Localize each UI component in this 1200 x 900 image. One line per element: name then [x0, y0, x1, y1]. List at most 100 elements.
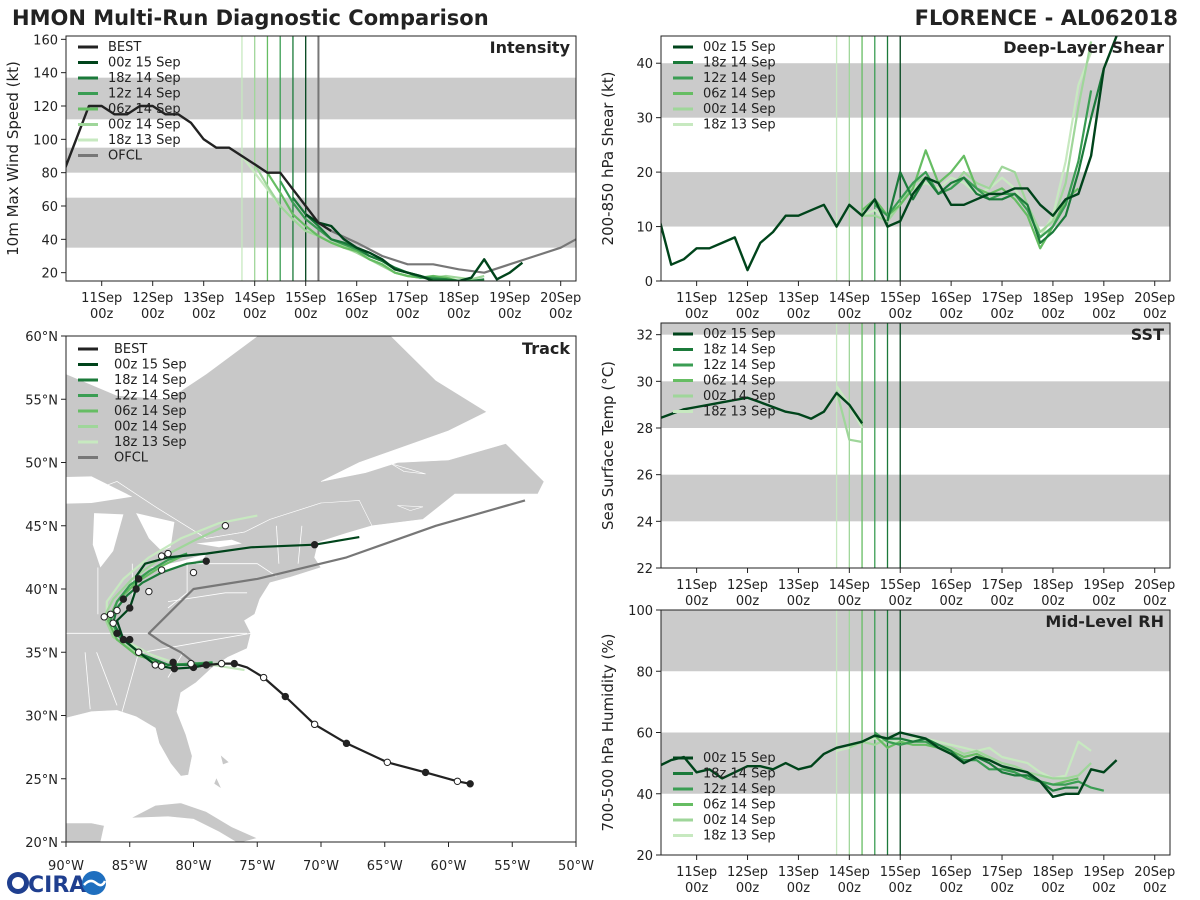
- track-marker: [126, 604, 134, 612]
- track-marker: [157, 566, 166, 574]
- logo-text: CIRA: [28, 873, 86, 898]
- intensity-series-group: [66, 104, 576, 281]
- intensity-xtick-label: 19Sep: [489, 291, 530, 306]
- shear-series-line: [861, 149, 1080, 250]
- track-ytick-label: 30°N: [25, 710, 58, 725]
- sst-ytick-label: 26: [636, 469, 653, 484]
- shear-xtick-label: 14Sep: [829, 291, 870, 306]
- track-marker: [132, 585, 140, 593]
- track-ytick-label: 55°N: [25, 393, 58, 408]
- intensity-xtick-sublabel: 00z: [243, 307, 267, 322]
- sst-legend-label: 12z 14 Sep: [703, 358, 776, 373]
- intensity-legend-label: 00z 14 Sep: [108, 118, 181, 133]
- shear-legend-label: 12z 14 Sep: [703, 71, 776, 86]
- track-marker: [126, 635, 134, 644]
- intensity-ytick-label: 20: [41, 267, 58, 282]
- intensity-series-line: [317, 221, 576, 274]
- track-ytick-label: 45°N: [25, 520, 58, 535]
- sst-ytick-label: 30: [636, 375, 653, 390]
- intensity-panel-title: Intensity: [490, 38, 571, 57]
- sst-series-line: [661, 391, 864, 424]
- track-marker: [187, 659, 195, 668]
- shear-ytick-label: 40: [636, 57, 653, 72]
- intensity-xtick-label: 13Sep: [183, 291, 224, 306]
- rh-series-line: [661, 731, 1118, 798]
- intensity-xtick-sublabel: 00z: [90, 307, 114, 322]
- intensity-xtick-sublabel: 00z: [141, 307, 165, 322]
- state-border: [121, 652, 140, 712]
- rh-ytick-label: 20: [636, 849, 653, 864]
- rh-legend-label: 00z 15 Sep: [703, 751, 776, 766]
- intensity-shade-band: [66, 147, 576, 173]
- sst-xtick-label: 12Sep: [727, 578, 768, 593]
- track-legend-label: BEST: [114, 342, 147, 357]
- shear-ytick-label: 30: [636, 112, 653, 127]
- sst-xtick-label: 14Sep: [829, 578, 870, 593]
- land-polygon: [213, 776, 223, 790]
- track-marker: [157, 552, 166, 560]
- track-legend-label: 12z 14 Sep: [114, 389, 187, 404]
- sst-legend-label: 18z 13 Sep: [703, 405, 776, 420]
- sst-ytick-label: 32: [636, 329, 653, 344]
- rh-xtick-sublabel: 00z: [736, 881, 760, 896]
- track-ytick-label: 20°N: [25, 836, 58, 851]
- track-marker: [109, 619, 117, 627]
- track-ytick-label: 25°N: [25, 773, 58, 788]
- shear-legend-label: 18z 13 Sep: [703, 118, 776, 133]
- sst-xtick-sublabel: 00z: [889, 594, 913, 609]
- intensity-legend-label: 00z 15 Sep: [108, 56, 181, 71]
- shear-legend-label: 06z 14 Sep: [703, 87, 776, 102]
- intensity-xtick-sublabel: 00z: [396, 307, 420, 322]
- sst-xtick-label: 20Sep: [1134, 578, 1175, 593]
- intensity-xtick-label: 17Sep: [387, 291, 428, 306]
- sst-ytick-label: 22: [636, 562, 653, 577]
- sst-xtick-label: 11Sep: [676, 578, 717, 593]
- land-polygon: [215, 862, 241, 870]
- sst-xtick-sublabel: 00z: [787, 594, 811, 609]
- shear-xtick-sublabel: 00z: [736, 307, 760, 322]
- land-polygon: [130, 802, 259, 842]
- shear-ytick-label: 20: [636, 166, 653, 181]
- state-border: [196, 563, 277, 577]
- track-legend-label: 18z 14 Sep: [114, 373, 187, 388]
- track-marker: [145, 587, 153, 596]
- chart-title-left: HMON Multi-Run Diagnostic Comparison: [12, 6, 489, 30]
- track-xtick-label: 80°W: [176, 859, 212, 874]
- sst-xtick-sublabel: 00z: [1092, 594, 1116, 609]
- track-marker: [119, 595, 128, 603]
- intensity-xtick-label: 15Sep: [285, 291, 326, 306]
- track-marker: [113, 629, 121, 637]
- sst-xtick-label: 19Sep: [1083, 578, 1124, 593]
- shear-xtick-label: 20Sep: [1134, 291, 1175, 306]
- shear-xtick-label: 19Sep: [1083, 291, 1124, 306]
- intensity-xtick-sublabel: 00z: [192, 307, 216, 322]
- rh-ytick-label: 60: [636, 727, 653, 742]
- track-marker: [453, 777, 462, 785]
- shear-xtick-label: 17Sep: [982, 291, 1023, 306]
- track-marker: [310, 541, 319, 549]
- sst-xtick-label: 18Sep: [1032, 578, 1073, 593]
- intensity-xtick-label: 14Sep: [234, 291, 275, 306]
- track-marker: [310, 720, 319, 729]
- track-ytick-label: 50°N: [25, 457, 58, 472]
- intensity-ytick-label: 160: [33, 33, 58, 48]
- intensity-series-line: [305, 213, 524, 281]
- lake-polygon: [196, 539, 242, 548]
- sst-shade-band: [661, 474, 1170, 522]
- track-marker: [100, 613, 108, 621]
- intensity-xtick-label: 20Sep: [540, 291, 581, 306]
- sst-legend-label: 00z 14 Sep: [703, 389, 776, 404]
- track-xtick-label: 70°W: [303, 859, 339, 874]
- track-marker: [157, 662, 166, 670]
- shear-legend-label: 00z 15 Sep: [703, 40, 776, 55]
- sst-series-line: [835, 390, 863, 444]
- sst-frame: [660, 322, 1171, 569]
- state-border: [167, 563, 188, 609]
- intensity-xtick-sublabel: 00z: [294, 307, 318, 322]
- track-marker: [421, 768, 430, 777]
- sst-ytick-label: 28: [636, 422, 653, 437]
- track-marker: [217, 659, 226, 668]
- intensity-frame: [65, 35, 577, 282]
- sst-xtick-sublabel: 00z: [1041, 594, 1065, 609]
- shear-legend-label: 00z 14 Sep: [703, 102, 776, 117]
